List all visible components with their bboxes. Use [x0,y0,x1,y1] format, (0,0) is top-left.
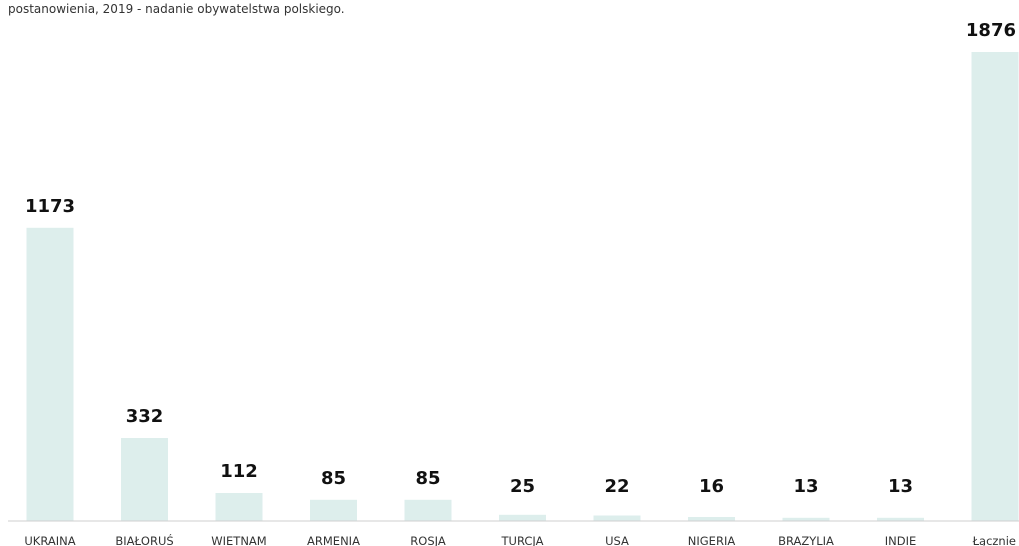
value-label-rosja: 85 [415,468,440,489]
bar-usa [593,515,641,521]
value-label-bialorus: 332 [126,406,164,427]
tick-label-usa: USA [605,534,629,546]
value-label-turcja: 25 [510,476,535,497]
bar-lacznie [971,52,1019,521]
value-label-armenia: 85 [321,468,346,489]
tick-label-rosja: ROSJA [410,534,446,546]
bar-armenia [310,499,357,522]
bar-ukraina [26,227,74,522]
tick-label-nigeria: NIGERIA [688,534,736,546]
tick-label-brazylia: BRAZYLIA [778,534,834,546]
bar-wietnam [215,493,263,521]
value-label-usa: 22 [604,476,629,497]
tick-label-armenia: ARMENIA [307,534,360,546]
value-label-indie: 13 [888,476,913,497]
bar-indie [877,517,924,522]
value-label-lacznie: 1876 [966,20,1016,41]
value-labels-layer: 1173 332 112 85 85 25 22 16 13 13 1876 [25,20,1016,497]
chart-caption: postanowienia, 2019 - nadanie obywatelst… [8,2,345,16]
tick-labels-layer: UKRAINA BIAŁORUŚ WIETNAM ARMENIA ROSJA TURCJA… [24,533,1016,546]
bar-bialorus [121,438,168,521]
value-label-brazylia: 13 [793,476,818,497]
bar-brazylia [782,517,830,522]
tick-label-turcja: TURCJA [501,534,544,546]
tick-label-bialorus: BIAŁORUŚ [115,533,173,546]
value-label-nigeria: 16 [699,476,724,497]
bar-rosja [404,499,452,522]
bar-nigeria [688,517,735,521]
bar-turcja [499,514,546,522]
tick-label-wietnam: WIETNAM [211,534,266,546]
bars-layer [26,52,1019,522]
tick-label-indie: INDIE [885,534,917,546]
tick-label-ukraina: UKRAINA [24,534,75,546]
tick-label-lacznie: Łącznie [972,534,1016,546]
value-label-ukraina: 1173 [25,196,75,217]
value-label-wietnam: 112 [220,461,258,482]
